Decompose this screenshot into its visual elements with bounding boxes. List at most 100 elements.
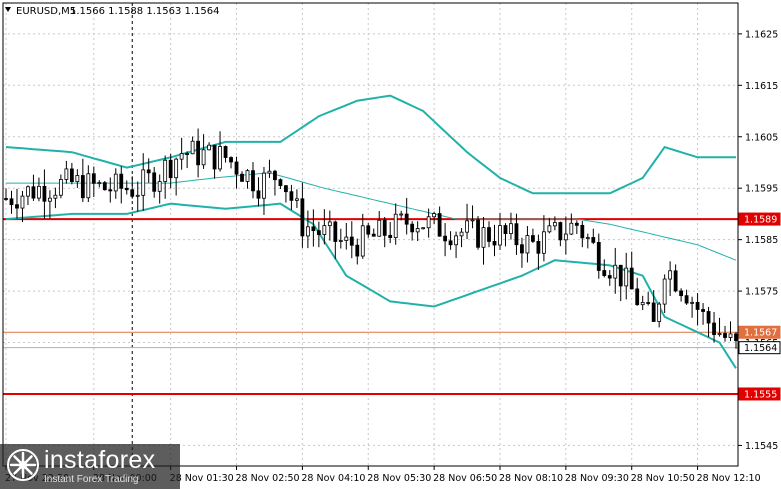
candle-body [476, 219, 480, 248]
candle-body [289, 191, 294, 201]
candle-body [443, 235, 447, 242]
candle-body [382, 219, 387, 236]
candle-body [251, 170, 255, 192]
candle-body [399, 213, 404, 216]
candle-body [174, 158, 179, 179]
support-tag [738, 387, 781, 401]
candle-body [574, 222, 579, 226]
candle-body [240, 173, 244, 182]
candle-body [520, 244, 524, 254]
candle-body [459, 231, 464, 237]
candle-body [371, 233, 376, 237]
x-tick-label: 28 Nov 06:50 [433, 473, 497, 484]
candle-body [322, 225, 327, 235]
candle-body [212, 144, 217, 170]
candle-body [503, 225, 508, 234]
candle-body [701, 309, 705, 312]
candle-body [80, 175, 85, 199]
marker-price-tag [738, 325, 781, 339]
candle-body [256, 190, 261, 199]
candle-body [229, 157, 233, 163]
candle-body [695, 301, 700, 310]
chart-frame [2, 2, 739, 467]
candle-body [349, 236, 354, 246]
candle-body [295, 198, 299, 201]
candle-body [26, 186, 30, 197]
candle-body [454, 235, 458, 246]
candle-body [97, 182, 102, 185]
candle-body [338, 240, 343, 242]
instaforex-logo: instaforex Instant Forex Trading [0, 444, 180, 489]
candle-body [75, 175, 80, 183]
candle-body [602, 270, 607, 276]
candle-body [245, 170, 250, 182]
candle-body [124, 187, 129, 191]
candle-body [305, 226, 310, 237]
candle-body [635, 288, 640, 306]
candle-body [130, 189, 135, 197]
resistance-tag [738, 212, 781, 226]
candle-body [31, 186, 36, 199]
candle-body [207, 144, 211, 151]
candle-body [404, 213, 409, 225]
candle-body [327, 221, 332, 227]
y-tick-label: 1.1585 [745, 235, 778, 246]
candle-body [657, 303, 662, 322]
candle-body [262, 172, 266, 199]
marker-price-tag-label: 1.1567 [744, 328, 777, 339]
candle-body [377, 219, 382, 237]
candle-body [465, 220, 469, 233]
candle-body [284, 185, 288, 193]
logo-tagline: Instant Forex Trading [44, 474, 139, 485]
candle-body [426, 216, 431, 229]
candle-body [415, 228, 420, 233]
axes: 1.16251.16151.16051.15951.15851.15751.15… [2, 2, 778, 484]
candle-body [223, 146, 228, 158]
candle-body [196, 140, 201, 166]
candle-body [624, 267, 629, 287]
candle-body [218, 146, 222, 170]
candle-body [9, 198, 14, 206]
candle-body [629, 267, 634, 290]
candle-body [607, 275, 612, 279]
candle-body [4, 198, 8, 200]
candle-body [15, 204, 19, 209]
candle-body [316, 230, 321, 235]
candle-body [168, 159, 173, 179]
resistance-tag-label: 1.1589 [744, 215, 777, 226]
x-tick-label: 28 Nov 05:30 [367, 473, 431, 484]
candle-body [492, 241, 497, 246]
candle-body [558, 222, 563, 241]
candle-body [278, 179, 283, 187]
candle-body [141, 169, 146, 196]
candle-body [531, 235, 535, 242]
candle-body [37, 185, 41, 199]
candle-body [437, 213, 442, 237]
candle-body [190, 140, 195, 155]
candle-body [547, 225, 552, 233]
candles [4, 128, 738, 349]
candle-body [69, 168, 74, 183]
symbol-dropdown-icon[interactable] [5, 7, 11, 12]
candle-body [53, 194, 58, 199]
candle-body [366, 225, 371, 235]
bollinger-upper [5, 94, 736, 195]
x-tick-label: 28 Nov 10:50 [631, 473, 695, 484]
y-tick-label: 1.1605 [745, 132, 778, 143]
candle-body [640, 302, 645, 306]
candle-body [514, 223, 519, 246]
x-tick-label: 28 Nov 02:50 [236, 473, 300, 484]
candle-body [596, 241, 601, 271]
candle-body [734, 333, 738, 342]
candle-body [646, 302, 651, 304]
candle-body [487, 227, 491, 242]
candle-body [42, 185, 47, 202]
candle-body [344, 236, 349, 241]
candle-body [267, 170, 272, 174]
candle-body [662, 278, 667, 305]
candle-body [179, 153, 184, 160]
y-tick-label: 1.1625 [745, 29, 778, 40]
candle-body [563, 233, 568, 241]
